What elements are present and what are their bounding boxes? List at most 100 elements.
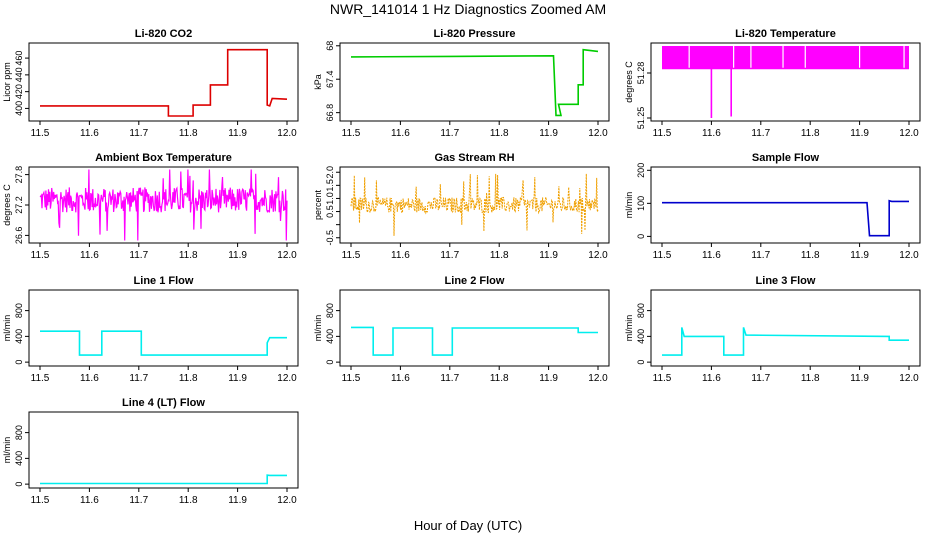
panel-title: Line 4 (LT) Flow: [122, 397, 205, 409]
x-tick-label: 11.9: [228, 128, 247, 139]
x-tick-label: 11.8: [490, 128, 509, 139]
data-series: [350, 173, 599, 236]
x-tick-label: 11.9: [228, 495, 247, 506]
panel-4: Ambient Box Temperature 11.5 11.6 11.7 11.8 1…: [2, 152, 299, 261]
y-tick-label: 51.25: [636, 107, 646, 130]
panel-8: Line 2 Flow 11.5 11.6 11.7 11.8 11.9 12.0 0 400 8…: [313, 275, 610, 384]
plot-frame: [650, 42, 921, 122]
data-series: [662, 327, 909, 356]
x-tick-label: 11.6: [702, 250, 721, 261]
y-axis-label: degrees C: [624, 61, 634, 103]
panel-title: Sample Flow: [752, 152, 820, 164]
y-axis-label: degrees C: [2, 184, 12, 226]
x-tick-label: 12.0: [277, 128, 297, 139]
x-tick-label: 11.7: [129, 128, 148, 139]
x-tick-label: 12.0: [277, 250, 297, 261]
x-tick-label: 11.6: [80, 250, 99, 261]
x-tick-label: 11.9: [539, 250, 558, 261]
x-tick-label: 12.0: [277, 373, 297, 384]
x-tick-label: 12.0: [588, 250, 608, 261]
panel-title: Li-820 CO2: [135, 28, 192, 40]
y-axis-label: kPa: [313, 74, 323, 90]
x-tick-label: 12.0: [899, 373, 919, 384]
data-series: [351, 326, 598, 356]
x-tick-label: 11.8: [490, 250, 509, 261]
y-tick-label: 27.2: [14, 196, 24, 214]
panel-title: Line 3 Flow: [756, 275, 816, 287]
y-tick-label: 27.8: [14, 166, 24, 184]
y-tick-label: 800: [325, 303, 335, 318]
x-tick-label: 11.9: [850, 128, 869, 139]
y-tick-label: 200: [636, 163, 646, 178]
x-tick-label: 11.7: [751, 373, 770, 384]
x-tick-label: 11.7: [129, 250, 148, 261]
x-tick-label: 11.9: [850, 373, 869, 384]
y-axis-label: ml/min: [2, 315, 12, 342]
y-tick-label: 440: [14, 67, 24, 82]
plot-frame: [28, 42, 299, 122]
x-tick-label: 11.9: [228, 250, 247, 261]
x-tick-label: 11.8: [179, 373, 198, 384]
y-tick-label: 26.6: [14, 227, 24, 245]
plot-frame: [650, 289, 921, 367]
panel-title: Li-820 Pressure: [434, 28, 516, 40]
x-tick-label: 11.8: [801, 250, 820, 261]
panel-title: Line 2 Flow: [445, 275, 505, 287]
y-tick-label: 0: [14, 360, 24, 365]
panel-title: Li-820 Temperature: [735, 28, 836, 40]
data-series: [662, 199, 909, 237]
x-tick-label: 12.0: [899, 250, 919, 261]
y-tick-label: 68: [325, 41, 335, 51]
x-tick-label: 12.0: [588, 373, 608, 384]
x-tick-label: 12.0: [899, 128, 919, 139]
panel-10: Line 4 (LT) Flow 11.5 11.6 11.7 11.8 11.9 12.0…: [2, 397, 299, 506]
panel-7: Line 1 Flow 11.5 11.6 11.7 11.8 11.9 12.0 0 400 8…: [2, 275, 299, 384]
plot-frame: [28, 411, 299, 489]
panel-1: Li-820 CO2 11.5 11.6 11.7 11.8 11.9 12.0 400 420…: [2, 28, 299, 139]
x-tick-label: 11.7: [129, 495, 148, 506]
x-tick-label: 12.0: [277, 495, 297, 506]
x-tick-label: 11.5: [653, 373, 672, 384]
x-tick-label: 11.6: [80, 128, 99, 139]
y-tick-label: 1.5: [325, 179, 335, 192]
data-series: [662, 67, 909, 118]
y-tick-label: 800: [636, 303, 646, 318]
y-tick-label: 100: [636, 196, 646, 211]
x-tick-label: 11.5: [31, 495, 50, 506]
y-axis-label: ml/min: [313, 315, 323, 342]
x-tick-label: 11.5: [653, 250, 672, 261]
x-tick-label: 11.8: [801, 128, 820, 139]
y-tick-label: 400: [325, 329, 335, 344]
y-tick-label: 400: [14, 451, 24, 466]
x-tick-label: 11.6: [80, 373, 99, 384]
x-tick-label: 11.9: [539, 373, 558, 384]
x-tick-label: 11.9: [539, 128, 558, 139]
plot-frame: [650, 166, 921, 244]
plot-frame: [28, 289, 299, 367]
x-tick-label: 11.8: [490, 373, 509, 384]
y-tick-label: 400: [14, 101, 24, 116]
y-tick-label: 400: [636, 329, 646, 344]
plot-frame: [339, 42, 610, 122]
y-tick-label: 2.0: [325, 166, 335, 179]
x-tick-label: 11.6: [702, 128, 721, 139]
x-tick-label: 12.0: [588, 128, 608, 139]
x-tick-label: 11.5: [342, 128, 361, 139]
panel-9: Line 3 Flow 11.5 11.6 11.7 11.8 11.9 12.0 0 400 8…: [624, 275, 921, 384]
x-axis-label: Hour of Day (UTC): [413, 518, 523, 533]
plot-frame: [339, 166, 610, 244]
y-axis-label: ml/min: [624, 315, 634, 342]
x-tick-label: 11.7: [440, 128, 459, 139]
x-tick-label: 11.7: [440, 373, 459, 384]
panel-3: Li-820 Temperature 11.5 11.6 11.7 11.8 11.9 12…: [624, 28, 921, 139]
y-tick-label: 400: [14, 329, 24, 344]
y-tick-label: 800: [14, 425, 24, 440]
x-tick-label: 11.6: [391, 250, 410, 261]
x-tick-label: 11.6: [391, 373, 410, 384]
y-tick-label: 420: [14, 84, 24, 99]
x-tick-label: 11.6: [391, 128, 410, 139]
x-tick-label: 11.9: [850, 250, 869, 261]
data-series: [350, 48, 599, 117]
x-tick-label: 11.5: [342, 250, 361, 261]
